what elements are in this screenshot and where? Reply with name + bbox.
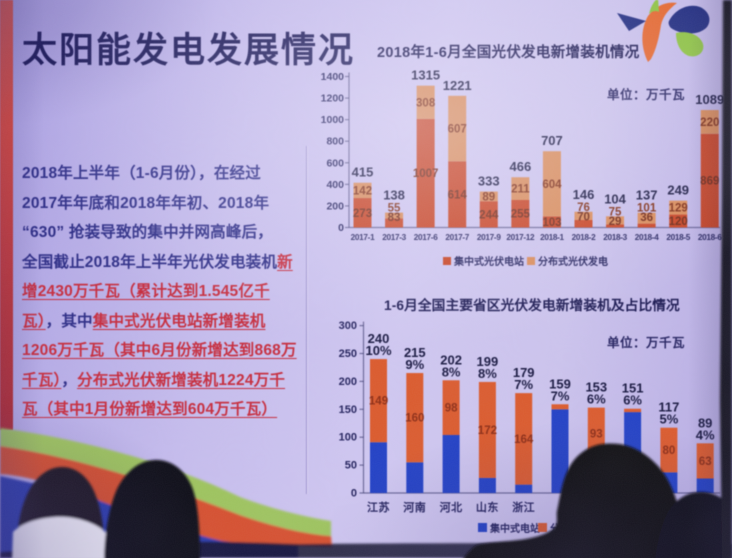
audience-head-2 — [104, 459, 200, 558]
audience-head-3 — [463, 443, 687, 558]
photo-right-edge — [720, 0, 732, 558]
